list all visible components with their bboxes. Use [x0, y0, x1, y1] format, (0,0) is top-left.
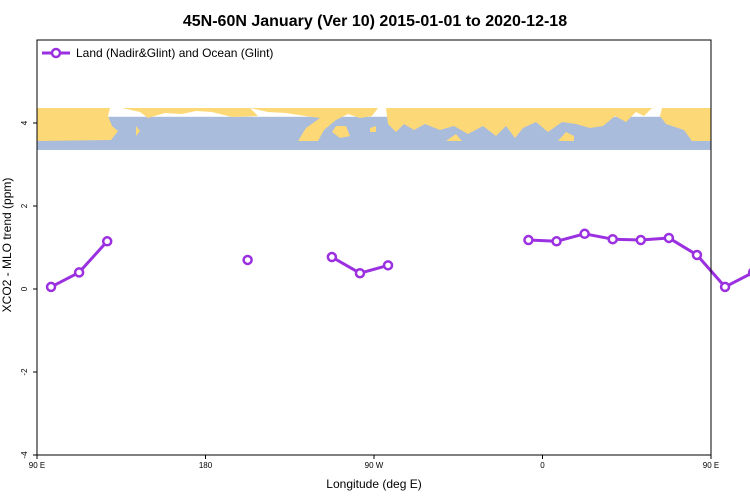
series-layer	[45, 228, 750, 293]
x-tick-label: 90 W	[365, 461, 384, 470]
x-tick-label: 0	[540, 461, 545, 470]
data-point	[551, 236, 562, 247]
legend: Land (Nadir&Glint) and Ocean (Glint)	[42, 46, 273, 60]
map-land-mass	[250, 108, 378, 141]
map-land-mass	[122, 108, 258, 118]
data-point	[523, 234, 534, 246]
x-tick-label: 90 E	[29, 461, 45, 470]
data-point	[635, 234, 647, 246]
data-point	[719, 281, 731, 293]
data-point	[45, 281, 57, 293]
series-line	[50, 240, 109, 289]
series-line	[528, 232, 750, 289]
data-point	[607, 233, 618, 245]
data-point	[326, 251, 338, 263]
map-land-mass	[446, 134, 462, 141]
map-ocean	[37, 116, 711, 150]
x-axis-label: Longitude (deg E)	[326, 477, 421, 491]
map-land-mass	[136, 126, 140, 136]
map-land-mass	[37, 108, 118, 141]
data-point	[691, 249, 703, 261]
map-land-mass	[332, 126, 350, 138]
y-axis: -4 -2 0 2 4	[20, 120, 37, 459]
data-point	[382, 260, 394, 271]
legend-marker	[50, 47, 62, 59]
map-land-mass	[558, 132, 574, 141]
data-point	[354, 267, 366, 279]
map-land	[37, 108, 711, 141]
data-point	[579, 228, 590, 240]
y-tick-label: 4	[20, 120, 29, 125]
map-land-mass	[370, 126, 376, 132]
y-tick-label: 2	[20, 203, 29, 208]
data-point	[73, 267, 85, 278]
map-land-mass	[660, 108, 711, 141]
y-tick-label: -2	[20, 368, 29, 376]
y-tick-label: -4	[20, 451, 29, 459]
chart-title: 45N-60N January (Ver 10) 2015-01-01 to 2…	[183, 13, 567, 30]
plot-frame	[36, 39, 712, 456]
y-tick-label: 0	[20, 286, 29, 291]
map-strip	[37, 108, 711, 150]
data-point	[663, 232, 675, 244]
map-land-mass	[386, 108, 652, 138]
data-point	[242, 254, 253, 266]
x-tick-label: 90 E	[703, 461, 719, 470]
x-tick-label: 180	[199, 461, 213, 470]
map-land-mass	[676, 120, 684, 130]
y-axis-label: XCO2 - MLO trend (ppm)	[0, 178, 14, 313]
data-point	[101, 236, 113, 247]
x-axis: 90 E 180 90 W 0 90 E	[29, 455, 719, 470]
legend-label: Land (Nadir&Glint) and Ocean (Glint)	[76, 46, 273, 60]
